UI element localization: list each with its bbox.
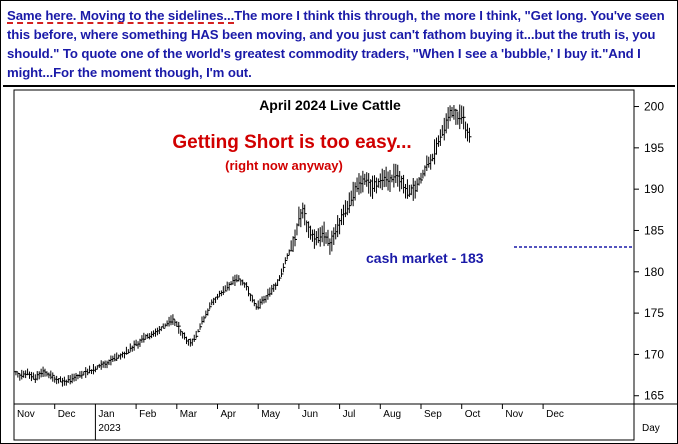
x-tick-label: Jan	[98, 409, 114, 420]
chart-subline: (right now anyway)	[225, 158, 343, 173]
y-tick-label: 195	[644, 141, 664, 155]
plot-border	[13, 89, 635, 441]
y-tick-label: 180	[644, 265, 664, 279]
y-tick-label: 185	[644, 223, 664, 237]
x-tick-label: Nov	[505, 409, 523, 420]
price-chart: April 2024 Live Cattle Getting Short is …	[13, 89, 678, 441]
y-tick-label: 190	[644, 182, 664, 196]
x-tick-label: Feb	[139, 409, 157, 420]
x-tick-label: Mar	[180, 409, 198, 420]
x-tick-label: May	[261, 409, 280, 420]
x-tick-label: Aug	[383, 409, 401, 420]
commentary-box: Same here. Moving to the sidelines...The…	[3, 3, 675, 87]
x-tick-label: Apr	[221, 409, 237, 420]
x-tick-label: Dec	[546, 409, 564, 420]
commentary-lead: Same here. Moving to the sidelines...	[7, 8, 235, 23]
x-year-label: 2023	[98, 423, 121, 434]
y-tick-label: 175	[644, 306, 664, 320]
x-tick-label: Jul	[343, 409, 356, 420]
chart-title: April 2024 Live Cattle	[259, 97, 401, 113]
x-tick-label: Dec	[58, 409, 76, 420]
y-tick-label: 170	[644, 347, 664, 361]
x-axis-corner-label: Day	[642, 423, 660, 434]
chart-headline: Getting Short is too easy...	[172, 132, 411, 153]
x-tick-label: Jun	[302, 409, 318, 420]
x-tick-label: Nov	[17, 409, 35, 420]
commentary-body: The more I think this through, the more …	[7, 8, 665, 80]
x-tick-label: Sep	[424, 409, 442, 420]
x-tick-label: Oct	[465, 409, 481, 420]
y-tick-label: 200	[644, 100, 664, 114]
cash-market-label: cash market - 183	[366, 250, 484, 266]
commentary-text: Same here. Moving to the sidelines...The…	[7, 6, 675, 82]
y-tick-label: 165	[644, 389, 664, 403]
